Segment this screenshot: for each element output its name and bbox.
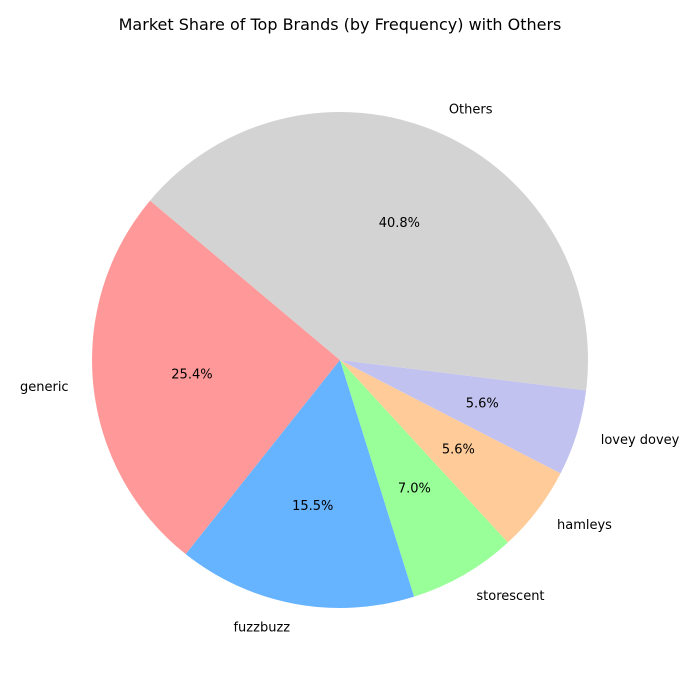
pie-slice-others (150, 111, 588, 391)
pie-slice-fuzzbuzz (185, 360, 415, 608)
slice-label: hamleys (557, 518, 612, 533)
pie-slice-storescent (340, 360, 508, 597)
pie-slice-hamleys (340, 360, 561, 543)
slice-percent-label: 40.8% (379, 216, 420, 231)
pie-slice-generic (92, 200, 340, 555)
slice-label: fuzzbuzz (233, 621, 290, 636)
pie-slices (92, 111, 588, 608)
slice-label: lovey dovey (601, 433, 680, 448)
pie-labels: generic 25.4% fuzzbuzz 15.5% storescent 7.0% h… (20, 102, 680, 635)
slice-percent-label: 15.5% (292, 499, 333, 514)
pie-slice-lovey-dovey (340, 360, 587, 474)
slice-percent-label: 5.6% (466, 396, 499, 411)
slice-label: Others (449, 102, 493, 117)
slice-percent-label: 25.4% (171, 367, 212, 382)
slice-percent-label: 7.0% (398, 481, 431, 496)
slice-label: storescent (476, 589, 544, 604)
chart-title: Market Share of Top Brands (by Frequency… (119, 15, 562, 34)
slice-label: generic (20, 380, 69, 395)
slice-percent-label: 5.6% (442, 443, 475, 458)
